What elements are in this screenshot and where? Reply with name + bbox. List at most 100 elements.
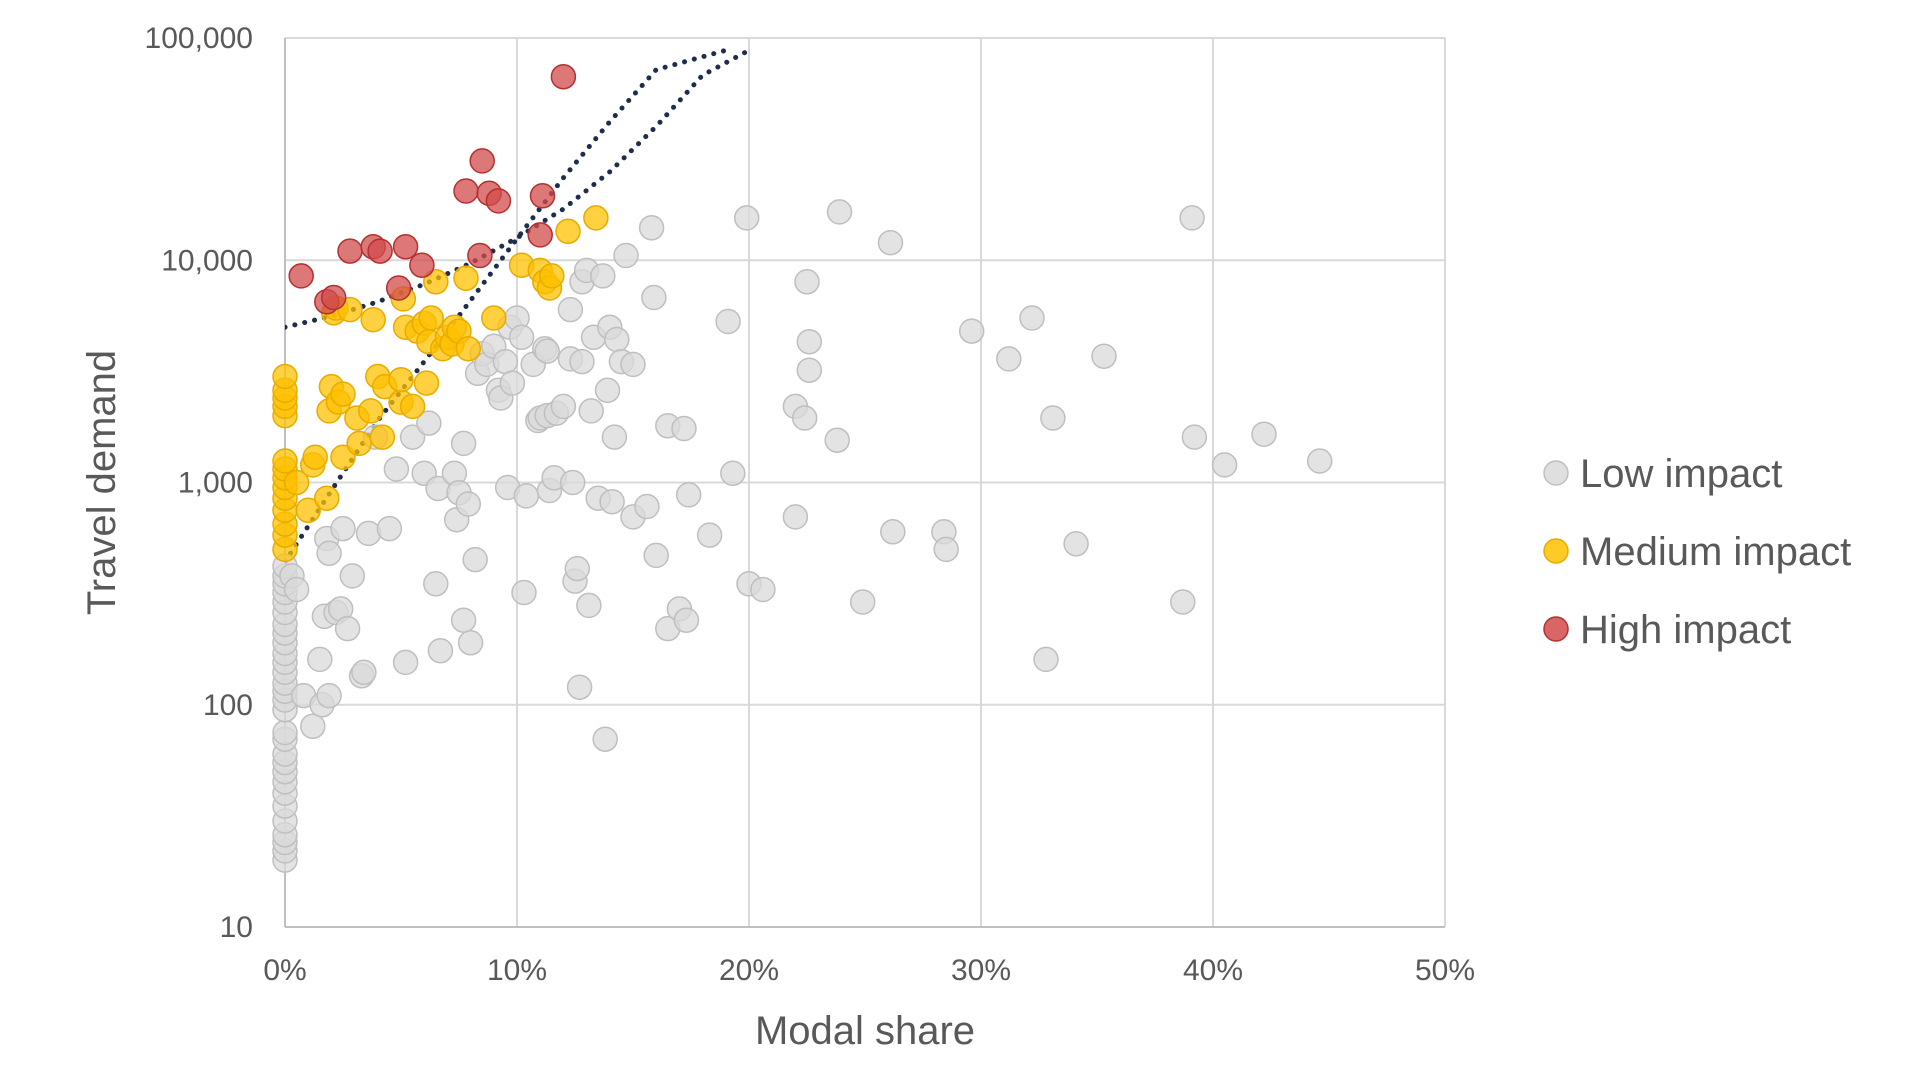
- data-point: [1251, 421, 1277, 447]
- data-point: [330, 381, 356, 407]
- data-point: [453, 178, 479, 204]
- data-point: [996, 346, 1022, 372]
- data-point: [880, 519, 906, 545]
- data-point: [392, 234, 419, 260]
- data-point: [423, 571, 449, 597]
- data-point: [824, 427, 850, 453]
- data-point: [307, 646, 333, 673]
- legend-marker: [1543, 460, 1569, 486]
- data-point: [351, 659, 377, 686]
- data-point: [467, 242, 493, 269]
- data-point: [634, 493, 660, 520]
- data-point: [360, 306, 386, 333]
- data-point: [583, 205, 609, 231]
- data-point: [671, 415, 697, 442]
- x-tick-label: 40%: [1183, 954, 1243, 987]
- data-point: [457, 630, 484, 656]
- legend-item: Medium impact: [1543, 530, 1851, 574]
- legend: Low impact Medium impact High impact: [1543, 452, 1851, 652]
- data-point: [696, 522, 723, 548]
- data-point: [300, 713, 326, 740]
- data-point: [791, 405, 818, 431]
- data-point: [604, 326, 630, 353]
- y-tick-label: 100: [203, 689, 253, 722]
- data-point: [450, 430, 477, 457]
- data-point: [638, 215, 665, 241]
- series-medium-impact: [272, 205, 609, 563]
- data-point: [416, 410, 442, 436]
- data-point: [513, 483, 540, 509]
- data-point: [569, 348, 595, 375]
- data-point: [796, 328, 823, 355]
- data-point: [933, 536, 959, 563]
- data-point: [534, 338, 560, 364]
- data-point: [330, 444, 356, 470]
- data-point: [399, 424, 426, 450]
- data-point: [320, 284, 347, 311]
- data-point: [481, 305, 507, 331]
- data-point: [453, 265, 479, 291]
- data-point: [399, 393, 426, 420]
- data-point: [272, 448, 298, 474]
- data-point: [492, 348, 519, 375]
- data-point: [539, 263, 565, 289]
- data-point: [564, 555, 591, 582]
- data-point: [388, 366, 414, 393]
- data-point: [385, 275, 412, 301]
- data-point: [643, 542, 669, 569]
- data-point: [413, 370, 440, 396]
- legend-label: Medium impact: [1580, 530, 1851, 574]
- data-point: [288, 263, 314, 289]
- data-point: [302, 444, 328, 470]
- data-point: [1170, 589, 1196, 615]
- data-point: [485, 188, 512, 214]
- legend-marker: [1543, 538, 1569, 564]
- data-point: [592, 726, 618, 752]
- data-point: [369, 424, 396, 450]
- data-point: [1063, 531, 1089, 557]
- data-point: [334, 615, 361, 642]
- data-point: [796, 357, 823, 383]
- data-point: [367, 238, 393, 264]
- data-point: [599, 488, 625, 515]
- data-point: [337, 238, 363, 264]
- data-point: [590, 263, 616, 289]
- data-point: [330, 515, 356, 542]
- data-point: [782, 504, 809, 530]
- data-point: [423, 269, 449, 295]
- data-point: [376, 515, 403, 542]
- data-point: [455, 491, 482, 517]
- data-point: [576, 592, 602, 619]
- data-point: [529, 183, 556, 209]
- data-point: [550, 63, 577, 90]
- data-point: [1211, 452, 1238, 478]
- x-tick-label: 50%: [1415, 954, 1475, 987]
- data-point: [675, 482, 702, 508]
- data-point: [469, 148, 495, 174]
- data-point: [826, 199, 853, 225]
- data-point: [557, 296, 584, 323]
- data-point: [613, 242, 639, 269]
- legend-marker: [1543, 616, 1569, 642]
- legend-item: Low impact: [1543, 452, 1782, 496]
- tick-labels: 0% 10% 20% 30% 40% 50% 10 100 1,000 10,000 100,000: [145, 22, 1475, 987]
- data-point: [462, 546, 488, 573]
- data-point: [450, 607, 477, 633]
- data-point: [566, 674, 593, 700]
- data-point: [720, 460, 746, 487]
- data-point: [427, 637, 454, 664]
- legend-label: Low impact: [1580, 452, 1782, 496]
- data-point: [511, 579, 537, 606]
- data-point: [550, 393, 577, 420]
- data-point: [715, 308, 741, 335]
- data-point: [316, 540, 342, 567]
- x-tick-label: 0%: [263, 954, 306, 987]
- y-tick-label: 10: [220, 911, 253, 944]
- data-point: [555, 218, 581, 245]
- data-point: [733, 205, 760, 231]
- legend-label: High impact: [1580, 608, 1791, 652]
- data-point: [316, 682, 342, 709]
- data-point: [601, 424, 628, 450]
